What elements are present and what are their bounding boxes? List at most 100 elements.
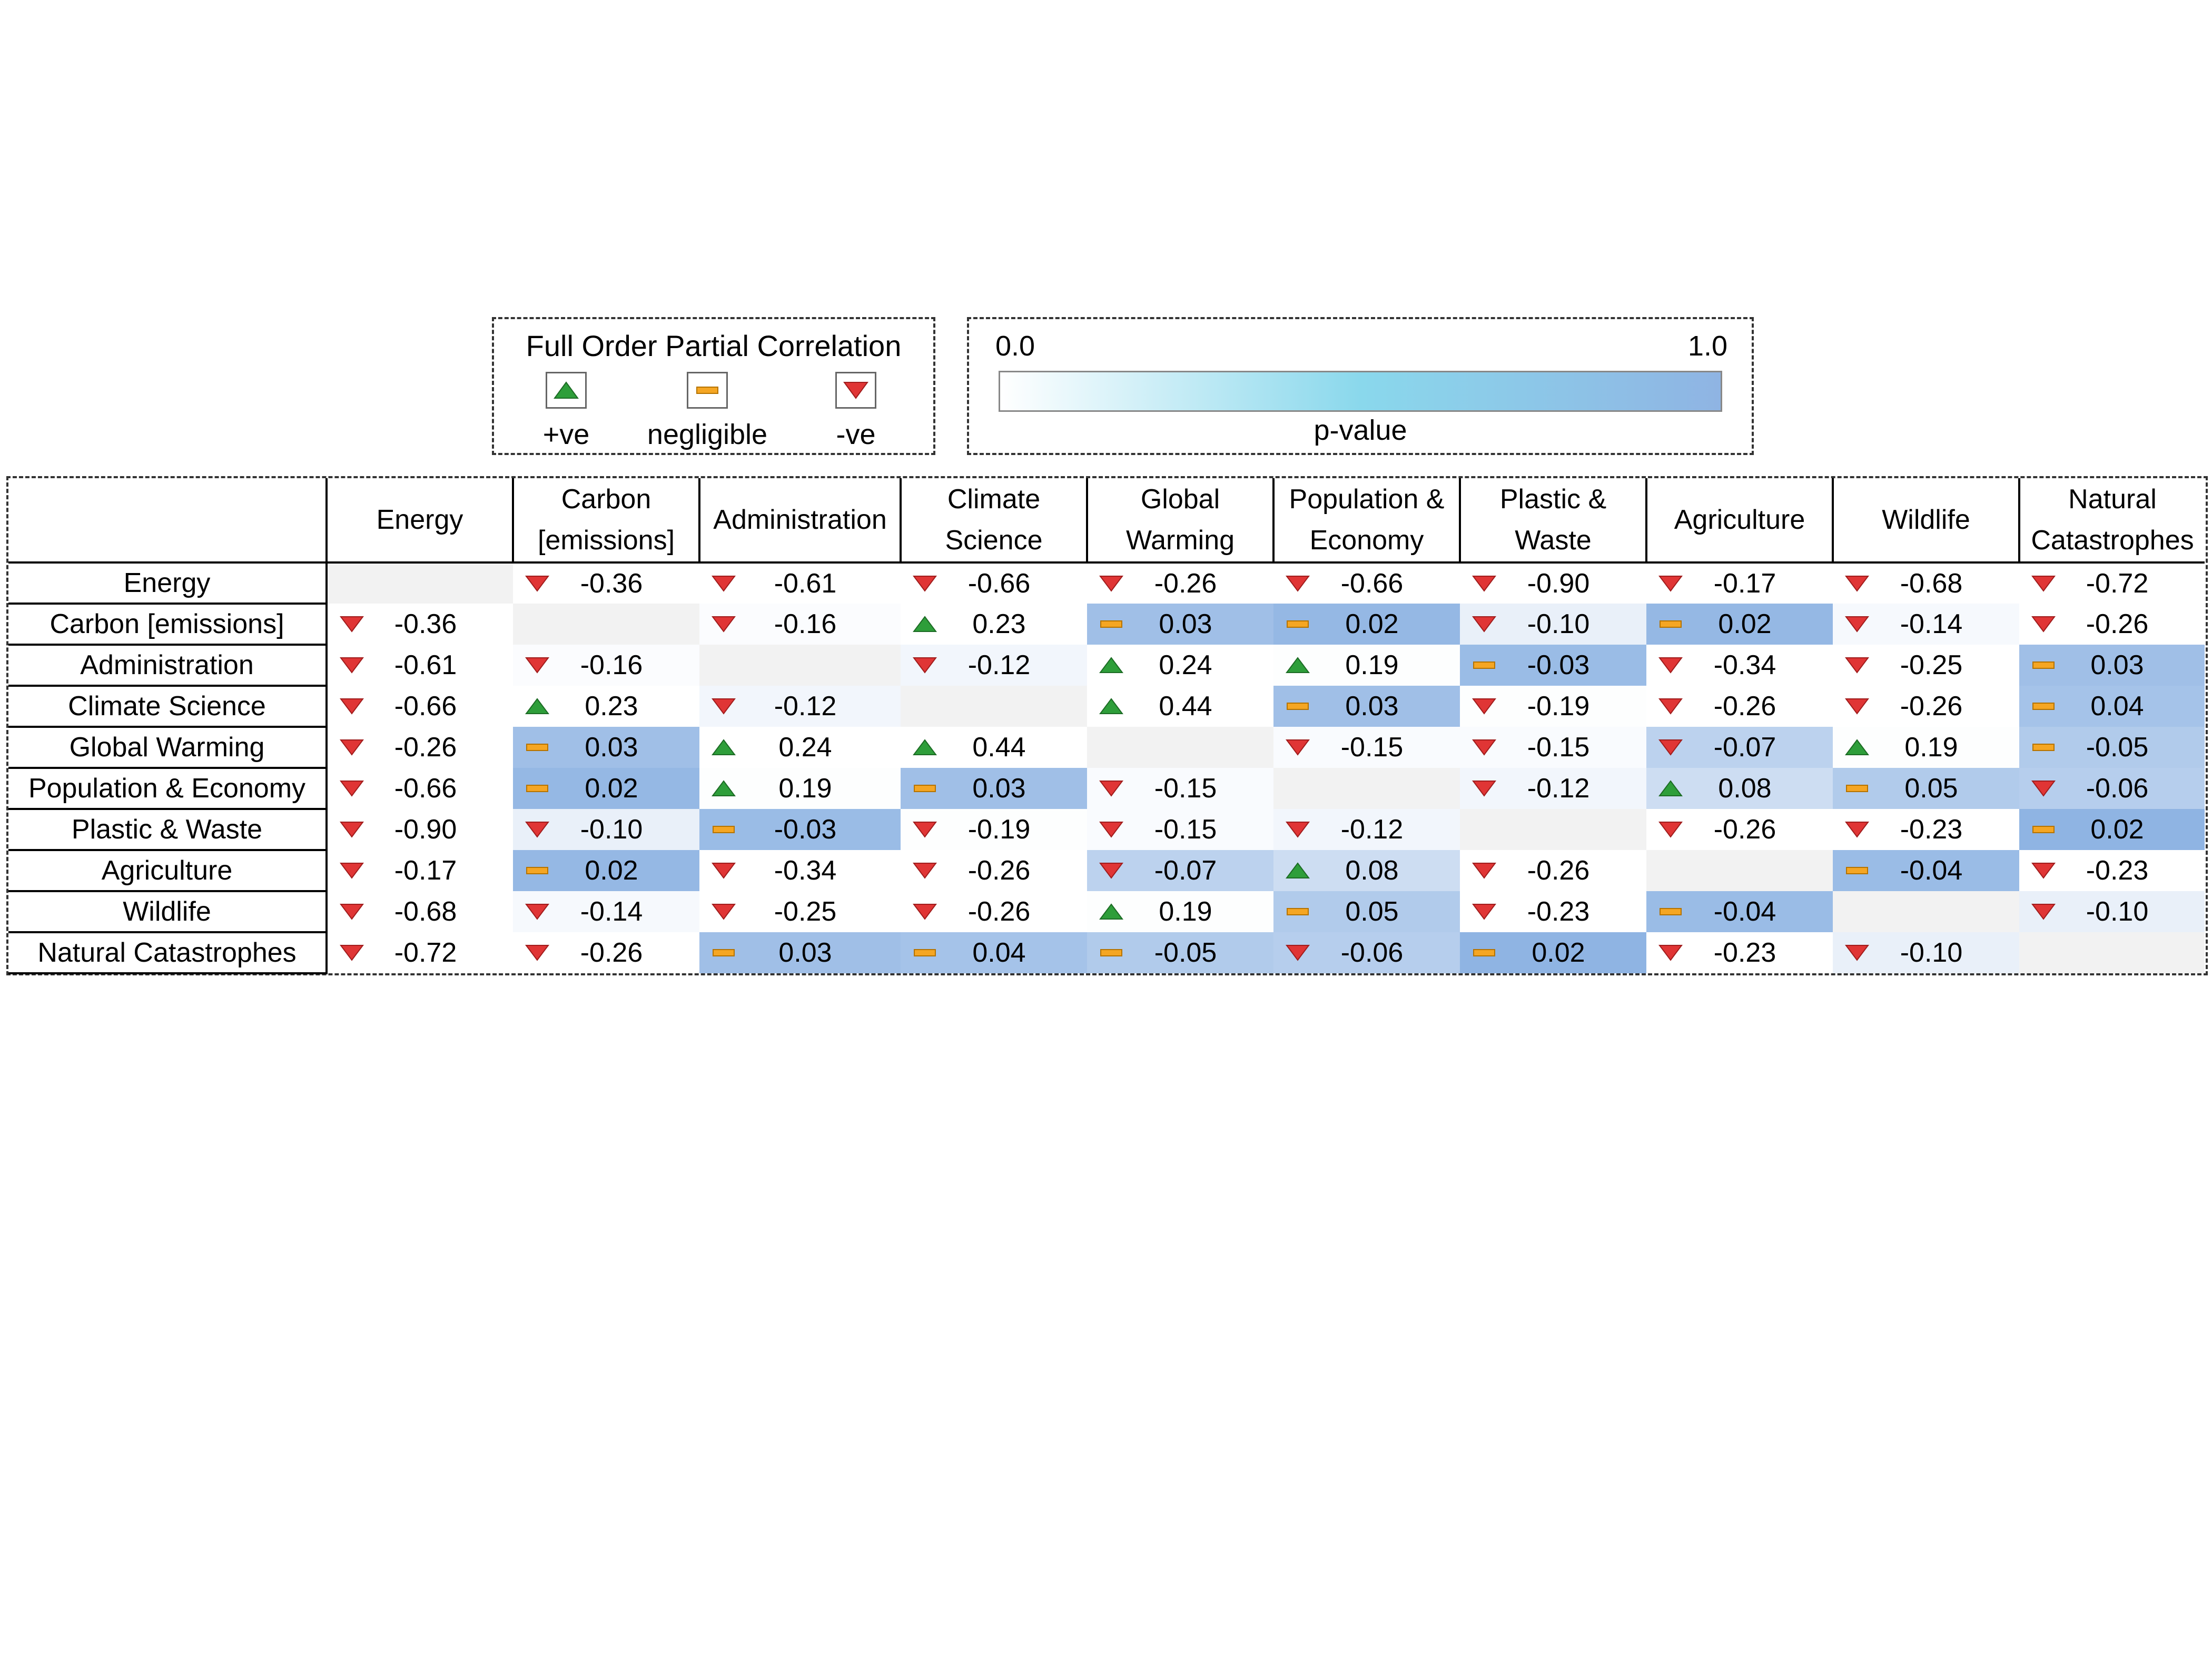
heatmap-cell: -0.05	[1087, 932, 1273, 973]
heatmap-cell: 0.05	[1833, 768, 2019, 809]
negative-triangle-icon	[913, 863, 937, 879]
negative-triangle-icon	[1658, 945, 1683, 961]
column-header: Administration	[698, 478, 901, 564]
heatmap-cell: -0.25	[699, 891, 901, 932]
cell-value: 0.04	[2090, 691, 2144, 722]
negligible-dash-icon	[1473, 661, 1495, 669]
cell-value: -0.10	[1527, 609, 1590, 639]
cell-value: -0.15	[1154, 773, 1217, 804]
heatmap-cell: -0.16	[513, 645, 699, 686]
heatmap-cell: 0.03	[513, 727, 699, 768]
positive-triangle-icon	[546, 372, 587, 409]
negligible-dash-icon	[526, 744, 548, 751]
cell-value: -0.12	[774, 691, 837, 722]
cell-value: -0.05	[1154, 937, 1217, 968]
cell-value: -0.23	[2086, 855, 2149, 886]
cell-value: -0.06	[1340, 937, 1404, 968]
row-header: Carbon [emissions]	[8, 604, 328, 646]
cell-value: -0.14	[580, 896, 643, 927]
heatmap-cell: -0.66	[901, 562, 1087, 604]
cell-value: 0.19	[778, 773, 832, 804]
negative-triangle-icon	[340, 739, 364, 756]
heatmap-cell: 0.24	[1087, 645, 1273, 686]
negative-triangle-icon	[712, 576, 736, 592]
heatmap-cell: -0.03	[1460, 645, 1646, 686]
cell-value: -0.26	[1713, 691, 1776, 722]
heatmap-cell: 0.23	[901, 604, 1087, 645]
cell-value: -0.72	[394, 937, 457, 968]
heatmap-cell: -0.10	[2019, 891, 2205, 932]
negligible-dash-icon	[687, 372, 728, 409]
cell-value: 0.44	[972, 732, 1026, 763]
column-header: Carbon [emissions]	[512, 478, 699, 564]
negative-triangle-icon	[525, 945, 549, 961]
heatmap-cell: -0.12	[901, 645, 1087, 686]
heatmap-cell: -0.26	[1646, 686, 1833, 727]
cell-value: -0.61	[774, 568, 837, 599]
cell-value: -0.26	[967, 896, 1031, 927]
pvalue-legend: 0.0 1.0 p-value	[967, 317, 1754, 455]
negative-triangle-icon	[1658, 698, 1683, 715]
correlation-legend-title: Full Order Partial Correlation	[526, 329, 902, 362]
cell-value: -0.19	[967, 814, 1031, 845]
negative-triangle-icon	[1845, 657, 1869, 674]
heatmap-cell: 0.02	[1460, 932, 1646, 973]
table-row: Carbon [emissions] -0.36 -0.16 0.23 0.03 0.02…	[8, 604, 2205, 646]
heatmap-cell: 0.02	[513, 768, 699, 809]
pvalue-max-label: 1.0	[1687, 330, 1727, 362]
heatmap-cell: -0.26	[1460, 850, 1646, 891]
negligible-dash-icon	[2032, 703, 2055, 710]
negligible-dash-icon	[2032, 661, 2055, 669]
negligible-dash-icon	[526, 867, 548, 874]
negative-label: -ve	[836, 419, 876, 450]
negative-triangle-icon	[913, 904, 937, 920]
table-row: Global Warming -0.26 0.03 0.24 0.44 -0.15 -0.1…	[8, 727, 2205, 769]
cell-value: -0.90	[1527, 568, 1590, 599]
positive-triangle-icon	[1286, 657, 1310, 673]
heatmap-cell: -0.15	[1087, 809, 1273, 850]
table-row: Natural Catastrophes -0.72 -0.26 0.03 0.04 -0…	[8, 932, 2205, 974]
positive-triangle-icon	[1286, 862, 1310, 878]
cell-value: 0.19	[1345, 650, 1399, 680]
cell-value: -0.66	[394, 773, 457, 804]
cell-value: 0.23	[585, 691, 638, 722]
cell-value: -0.23	[1527, 896, 1590, 927]
heatmap-cell: -0.36	[513, 562, 699, 604]
cell-value: -0.16	[774, 609, 837, 639]
table-row: Energy -0.36 -0.61 -0.66 -0.26 -0.66 -0.90 -0.1…	[8, 562, 2205, 605]
heatmap-cell: -0.14	[1833, 604, 2019, 645]
heatmap-cell: -0.15	[1087, 768, 1273, 809]
cell-value: 0.08	[1345, 855, 1399, 886]
negligible-dash-icon	[1846, 867, 1868, 874]
heatmap-cell: -0.07	[1087, 850, 1273, 891]
heatmap-cell: -0.17	[1646, 562, 1833, 604]
cell-value: -0.04	[1900, 855, 1963, 886]
column-header: Agriculture	[1645, 478, 1833, 564]
negligible-dash-icon	[2032, 826, 2055, 833]
cell-value: 0.02	[2090, 814, 2144, 845]
heatmap-cell: -0.90	[1460, 562, 1646, 604]
correlation-legend: Full Order Partial Correlation +ve negli…	[492, 317, 935, 455]
heatmap-cell: -0.34	[699, 850, 901, 891]
cell-value: -0.26	[1900, 691, 1963, 722]
heatmap-cell: -0.03	[699, 809, 901, 850]
negative-triangle-icon	[1845, 945, 1869, 961]
positive-label: +ve	[542, 419, 590, 450]
negative-triangle-icon	[340, 945, 364, 961]
positive-triangle-icon	[913, 739, 937, 755]
cell-value: -0.34	[1713, 650, 1776, 680]
positive-triangle-icon	[712, 739, 736, 755]
heatmap-cell: -0.66	[327, 686, 513, 727]
negative-triangle-icon	[1286, 576, 1310, 592]
row-header: Global Warming	[8, 727, 328, 769]
heatmap-cell: 0.44	[1087, 686, 1273, 727]
heatmap-cell: 0.03	[901, 768, 1087, 809]
negative-triangle-icon	[340, 822, 364, 838]
heatmap-cell: -0.61	[327, 645, 513, 686]
row-header: Population & Economy	[8, 768, 328, 810]
negative-triangle-icon	[1472, 698, 1496, 715]
negligible-label: negligible	[647, 419, 768, 450]
heatmap-cell: -0.68	[327, 891, 513, 932]
heatmap-cell: -0.26	[1833, 686, 2019, 727]
cell-value: -0.06	[2086, 773, 2149, 804]
